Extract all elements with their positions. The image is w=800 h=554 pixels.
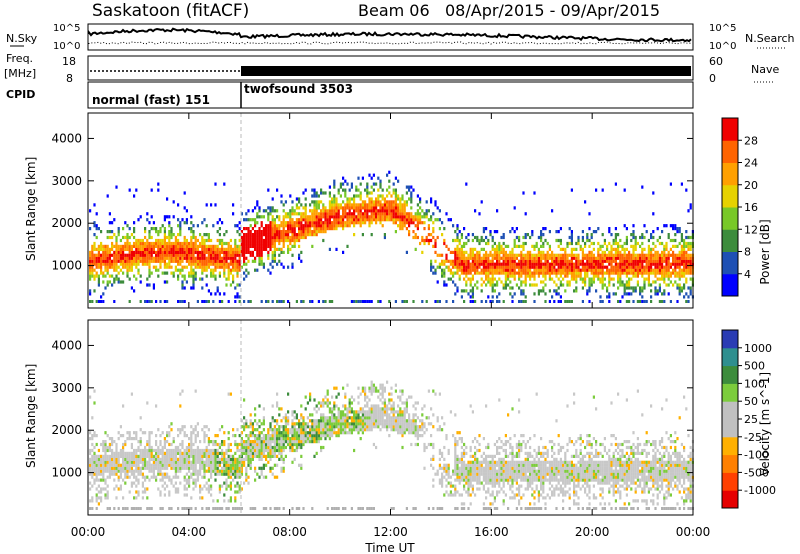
power-colorbar-swatch (722, 229, 738, 252)
time-x-axis: 00:00 04:00 08:00 12:00 16:00 20:00 00:00 (71, 113, 711, 539)
power-colorbar-tick-label: 24 (744, 157, 758, 170)
velocity-colorbar-swatch (722, 419, 738, 438)
velocity-colorbar-tick-label: 500 (744, 360, 765, 373)
x-tick-label: 04:00 (172, 525, 207, 539)
station-title: Saskatoon (fitACF) (92, 1, 249, 21)
power-colorbar-tick-label: 20 (744, 179, 758, 192)
power-colorbar-label: Power [dB] (758, 219, 772, 284)
velocity-colorbar-swatch (722, 347, 738, 367)
freq-label: Freq. (6, 52, 33, 65)
nsky-label: N.Sky (6, 32, 38, 45)
y-tick-label: 3000 (51, 381, 82, 395)
y-tick-label: 1000 (51, 466, 82, 480)
nsky-tick-top: 10^5 (53, 23, 80, 34)
velocity-colorbar-swatch (722, 436, 738, 456)
velocity-panel: 1000 2000 3000 4000 Slant Range [km] (24, 319, 694, 516)
velocity-colorbar-swatch (722, 383, 738, 402)
velocity-colorbar-swatch (722, 472, 738, 491)
nave-label: Nave (751, 63, 779, 76)
nsearch-trace (88, 41, 693, 45)
nsky-panel: N.Sky 10^5 10^0 10^5 10^0 N.Search (6, 23, 795, 52)
velocity-colorbar-tick-label: 50 (744, 395, 758, 408)
velocity-colorbar-swatch (722, 330, 738, 349)
cpid-mode-twofsound: twofsound 3503 (244, 82, 353, 96)
power-colorbar-tick-label: 4 (744, 268, 751, 281)
freq-panel: Freq. [MHz] 18 8 60 0 Nave (4, 52, 779, 85)
x-tick-label: 00:00 (71, 525, 106, 539)
power-colorbar-tick-label: 8 (744, 246, 751, 259)
power-colorbar-swatch (722, 184, 738, 208)
velocity-colorbar-tick-label: -25 (744, 431, 762, 444)
power-colorbar-swatch (722, 162, 738, 186)
nsearch-tick-top: 10^5 (709, 23, 736, 34)
y-tick-label: 2000 (51, 423, 82, 437)
freq-trace-twofsound (241, 66, 691, 76)
nave-tick-top: 60 (709, 55, 723, 68)
power-colorbar-swatch (722, 207, 738, 230)
velocity-colorbar-swatch (722, 365, 738, 384)
power-panel: 1000 2000 3000 4000 Slant Range [km] (24, 112, 694, 309)
nsky-trace (88, 27, 692, 43)
x-tick-label: 12:00 (373, 525, 408, 539)
power-colorbar-tick-label: 16 (744, 201, 758, 214)
power-colorbar-swatch (722, 251, 738, 275)
y-tick-label: 1000 (51, 259, 82, 273)
power-y-axis: 1000 2000 3000 4000 (51, 131, 693, 273)
power-colorbar-swatch (722, 273, 738, 297)
velocity-ylabel: Slant Range [km] (24, 364, 38, 468)
velocity-colorbar-tick-label: -1000 (744, 484, 776, 497)
power-colorbar-swatch (722, 118, 738, 141)
freq-unit: [MHz] (4, 67, 36, 80)
velocity-colorbar: 1000 500 100 50 25 -25 -100 -500 -1000 (721, 329, 776, 509)
power-colorbar-swatch (722, 140, 738, 163)
cpid-mode-normal: normal (fast) 151 (92, 93, 210, 107)
velocity-colorbar-swatch (722, 401, 738, 420)
power-colorbar-tick-label: 12 (744, 223, 758, 236)
power-heatmap (89, 170, 694, 303)
x-tick-label: 08:00 (272, 525, 307, 539)
x-tick-label: 00:00 (676, 525, 711, 539)
velocity-colorbar-label: Velocity [m s^-1] (758, 372, 772, 476)
nsearch-label: N.Search (745, 32, 795, 45)
freq-tick-top: 18 (62, 55, 76, 68)
beam-label: Beam 06 (358, 1, 430, 20)
velocity-colorbar-tick-label: -500 (744, 466, 769, 479)
velocity-colorbar-tick-label: 100 (744, 377, 765, 390)
power-ylabel: Slant Range [km] (24, 157, 38, 261)
x-tick-label: 20:00 (575, 525, 610, 539)
velocity-colorbar-tick-label: -100 (744, 449, 769, 462)
velocity-heatmap (89, 380, 694, 510)
nave-tick-bottom: 0 (709, 72, 716, 85)
x-axis-label: Time UT (364, 541, 415, 554)
velocity-y-axis: 1000 2000 3000 4000 (51, 338, 693, 480)
x-tick-label: 16:00 (474, 525, 509, 539)
freq-tick-bottom: 8 (66, 72, 73, 85)
velocity-colorbar-swatch (722, 490, 738, 509)
velocity-colorbar-tick-label: 25 (744, 413, 758, 426)
y-tick-label: 4000 (51, 338, 82, 352)
y-tick-label: 4000 (51, 131, 82, 145)
velocity-colorbar-tick-label: 1000 (744, 342, 772, 355)
velocity-colorbar-swatch (722, 454, 738, 473)
power-colorbar: 28 24 20 16 12 8 4 (721, 117, 758, 297)
date-range: 08/Apr/2015 - 09/Apr/2015 (445, 1, 660, 20)
y-tick-label: 3000 (51, 174, 82, 188)
nsky-tick-bottom: 10^0 (53, 41, 80, 52)
y-tick-label: 2000 (51, 216, 82, 230)
power-colorbar-tick-label: 28 (744, 134, 758, 147)
nsearch-tick-bottom: 10^0 (709, 41, 736, 52)
cpid-label: CPID (6, 88, 35, 101)
cpid-panel: CPID normal (fast) 151 twofsound 3503 (6, 81, 694, 109)
